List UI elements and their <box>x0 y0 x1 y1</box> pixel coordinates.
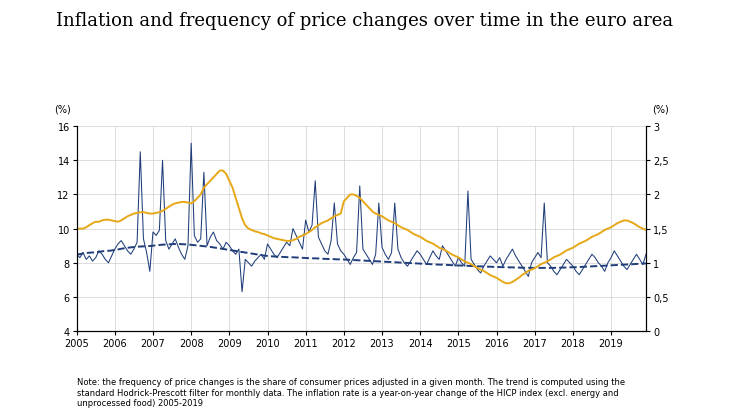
Text: Inflation and frequency of price changes over time in the euro area: Inflation and frequency of price changes… <box>56 12 674 30</box>
Text: Note: the frequency of price changes is the share of consumer prices adjusted in: Note: the frequency of price changes is … <box>77 377 625 407</box>
Text: (%): (%) <box>652 105 669 115</box>
Text: (%): (%) <box>54 105 71 115</box>
